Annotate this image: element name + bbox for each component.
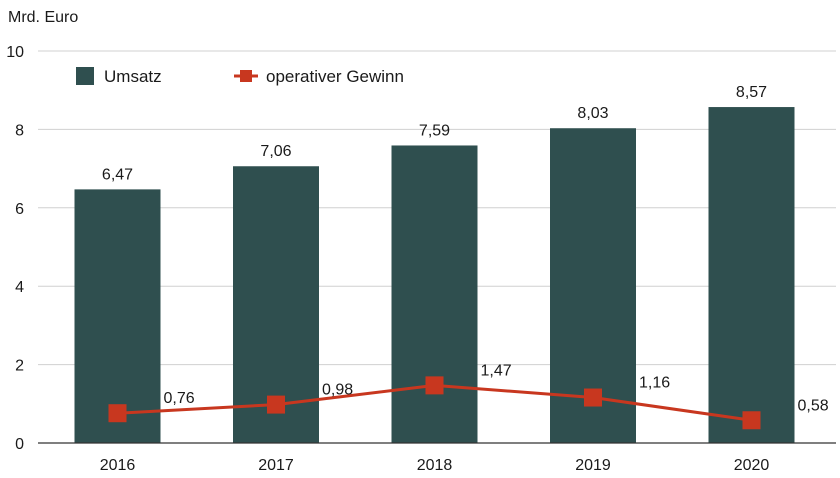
axes: 0 2 4 6 8 10 2016 2017 2018 2019 2020 — [6, 44, 836, 474]
legend-label-umsatz: Umsatz — [104, 67, 162, 86]
x-tick-label: 2020 — [734, 457, 770, 474]
bar-value-label: 8,03 — [577, 105, 608, 122]
legend-label-gewinn: operativer Gewinn — [266, 67, 404, 86]
x-tick-label: 2019 — [575, 457, 611, 474]
point-value-label: 0,98 — [322, 382, 353, 399]
y-tick-label: 6 — [15, 201, 24, 218]
x-tick-label: 2016 — [100, 457, 136, 474]
data-labels: 6,47 7,06 7,59 8,03 8,57 0,76 0,98 1,47 1,16 0,58 — [102, 84, 829, 414]
x-tick-label: 2018 — [417, 457, 453, 474]
legend-swatch-umsatz — [76, 67, 94, 85]
point-gewinn-2017 — [267, 395, 285, 414]
bar-value-label: 7,59 — [419, 122, 450, 139]
bar-value-label: 6,47 — [102, 166, 133, 183]
point-value-label: 1,16 — [639, 375, 670, 392]
y-tick-label: 0 — [15, 436, 24, 453]
y-tick-label: 8 — [15, 122, 24, 139]
point-value-label: 1,47 — [481, 362, 512, 379]
y-tick-label: 10 — [6, 44, 24, 61]
point-gewinn-2020 — [742, 411, 761, 430]
line-series — [108, 376, 761, 430]
x-tick-label: 2017 — [258, 457, 294, 474]
bar-value-label: 7,06 — [260, 143, 291, 160]
bar-umsatz-2016 — [74, 189, 161, 443]
y-tick-label: 2 — [15, 358, 24, 375]
bar-umsatz-2020 — [708, 107, 795, 443]
point-gewinn-2019 — [584, 388, 602, 407]
y-axis-label: Mrd. Euro — [8, 9, 78, 26]
point-value-label: 0,76 — [164, 390, 195, 407]
bar-umsatz-2018 — [391, 145, 478, 444]
legend: Umsatz operativer Gewinn — [76, 67, 404, 86]
point-gewinn-2016 — [108, 404, 127, 423]
legend-marker-gewinn — [240, 70, 252, 82]
point-value-label: 0,58 — [798, 397, 829, 414]
y-tick-label: 4 — [15, 279, 24, 296]
point-gewinn-2018 — [425, 376, 444, 395]
bar-value-label: 8,57 — [736, 84, 767, 101]
